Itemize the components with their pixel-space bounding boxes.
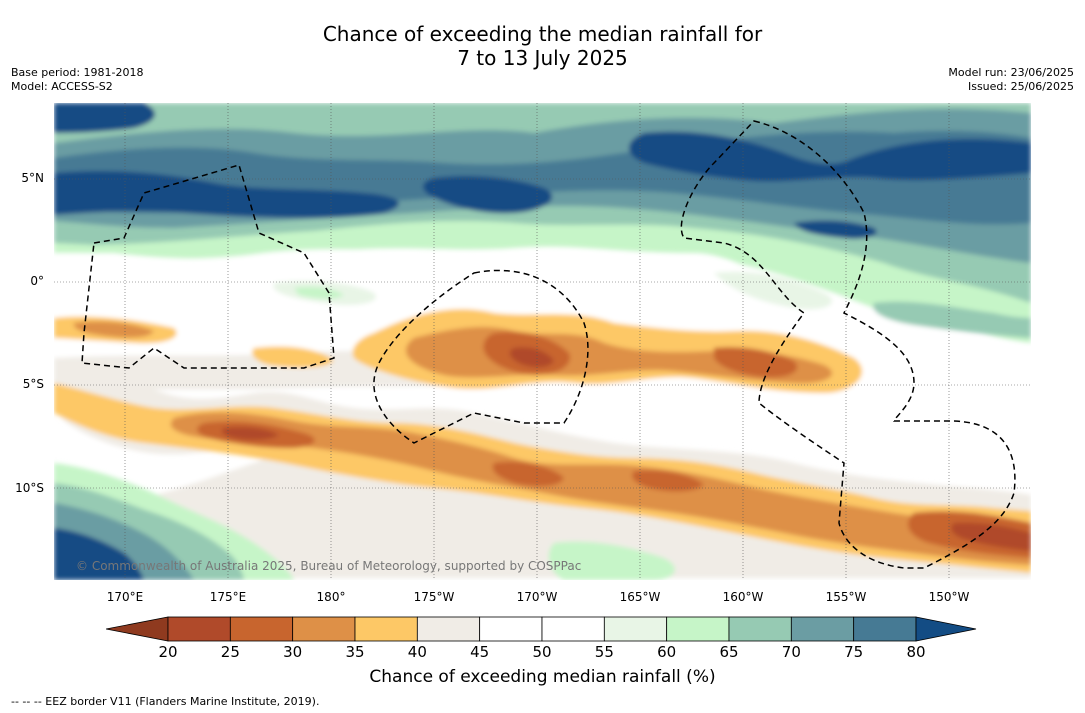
colorbar-tick-label: 20 xyxy=(158,643,178,661)
issued-date: Issued: 25/06/2025 xyxy=(967,80,1074,93)
lon-label-170e: 170°E xyxy=(106,590,144,604)
lon-label-175w: 175°W xyxy=(413,590,455,604)
colorbar-segment xyxy=(167,616,231,642)
lon-label-175e: 175°E xyxy=(209,590,247,604)
colorbar-tick-label: 50 xyxy=(532,643,552,661)
colorbar-tick-label: 25 xyxy=(220,643,240,661)
colorbar-tick-label: 55 xyxy=(594,643,614,661)
lat-label-10s: 10°S xyxy=(15,481,44,495)
graticule xyxy=(54,103,1031,580)
base-period: Base period: 1981-2018 xyxy=(11,66,144,79)
lon-label-180: 180° xyxy=(316,590,346,604)
colorbar xyxy=(106,616,977,642)
colorbar-tick-label: 40 xyxy=(407,643,427,661)
colorbar-label: Chance of exceeding median rainfall (%) xyxy=(369,667,716,687)
colorbar-segment xyxy=(853,616,917,642)
lon-label-150w: 150°W xyxy=(928,590,970,604)
colorbar-extend-low xyxy=(106,616,169,642)
colorbar-tick-label: 45 xyxy=(470,643,490,661)
eez-footnote: -- -- -- EEZ border V11 (Flanders Marine… xyxy=(11,695,320,708)
colorbar-tick-label: 80 xyxy=(906,643,926,661)
lat-label-5s: 5°S xyxy=(22,377,44,391)
colorbar-segment xyxy=(416,616,481,642)
colorbar-segment xyxy=(229,616,294,642)
colorbar-segment xyxy=(541,616,605,642)
colorbar-tick-label: 65 xyxy=(719,643,739,661)
colorbar-tick-label: 60 xyxy=(657,643,677,661)
lat-label-0: 0° xyxy=(30,274,44,288)
rainfall-fields xyxy=(54,103,1031,580)
colorbar-segment xyxy=(354,616,418,642)
colorbar-tick-label: 75 xyxy=(844,643,864,661)
eez-borders xyxy=(81,120,1016,569)
colorbar-extend-high xyxy=(915,616,977,642)
colorbar-tick-label: 70 xyxy=(781,643,801,661)
map-title-line2: 7 to 13 July 2025 xyxy=(457,46,628,70)
colorbar-segment xyxy=(479,616,543,642)
model-name: Model: ACCESS-S2 xyxy=(11,80,113,93)
meta-left: Base period: 1981-2018 Model: ACCESS-S2 xyxy=(11,66,143,94)
lon-label-165w: 165°W xyxy=(619,590,661,604)
rainfall-map-svg: © Commonwealth of Australia 2025, Bureau… xyxy=(54,103,1031,580)
colorbar-tick-label: 30 xyxy=(283,643,303,661)
meta-right: Model run: 23/06/2025 Issued: 25/06/2025 xyxy=(948,66,1074,94)
lon-label-170w: 170°W xyxy=(516,590,558,604)
colorbar-segment xyxy=(790,616,855,642)
colorbar-segment xyxy=(603,616,668,642)
colorbar-segment xyxy=(728,616,792,642)
colorbar-segment xyxy=(292,616,356,642)
colorbar-segment xyxy=(666,616,730,642)
colorbar-tick-label: 35 xyxy=(345,643,365,661)
model-run: Model run: 23/06/2025 xyxy=(948,66,1074,79)
lat-label-5n: 5°N xyxy=(21,171,44,185)
map-title-line1: Chance of exceeding the median rainfall … xyxy=(322,22,763,46)
rainfall-map: © Commonwealth of Australia 2025, Bureau… xyxy=(54,103,1031,580)
lon-label-160w: 160°W xyxy=(722,590,764,604)
lon-label-155w: 155°W xyxy=(825,590,867,604)
copyright-text: © Commonwealth of Australia 2025, Bureau… xyxy=(76,559,581,573)
